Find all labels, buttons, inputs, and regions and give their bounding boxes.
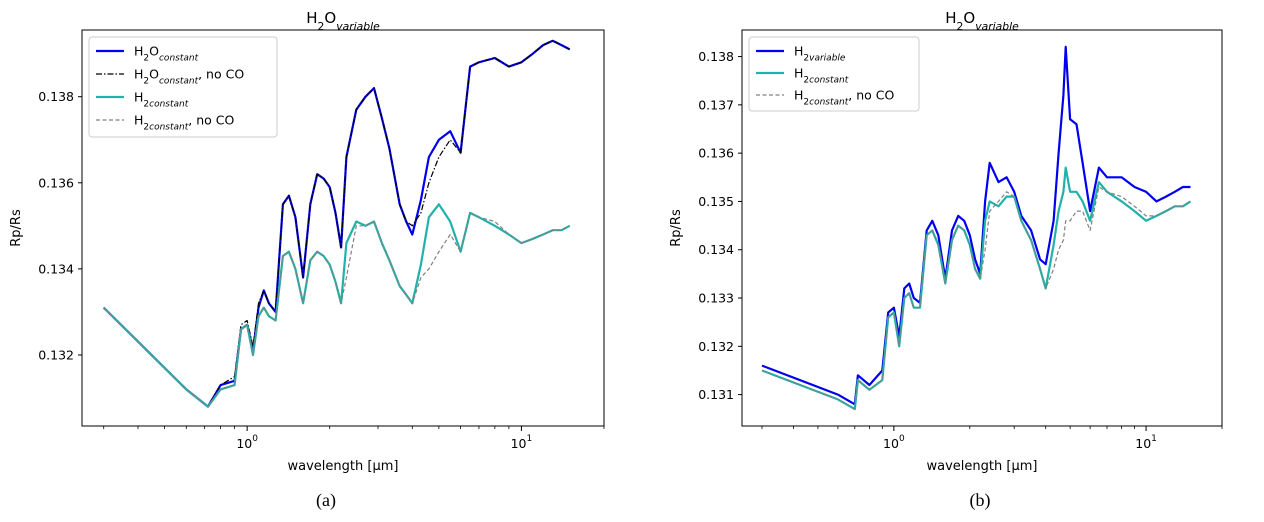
x-tick-label: 101 (1135, 434, 1157, 451)
y-tick-label: 0.132 (38, 347, 74, 362)
y-tick-label: 0.131 (698, 387, 734, 402)
legend-label: H2Oconstant (134, 44, 199, 64)
series-line (761, 186, 1191, 410)
y-axis-label: Rp/Rs (9, 209, 24, 247)
x-tick-label: 100 (883, 434, 905, 451)
y-tick-label: 0.134 (38, 261, 74, 276)
series-line (761, 166, 1192, 411)
x-tick-label: 101 (511, 434, 533, 451)
y-tick-label: 0.137 (698, 97, 734, 112)
chart-panel-b: H2Ovariable 0.131 0.132 0.133 0.134 0.135 0.13… (669, 9, 1223, 474)
y-tick-label: 0.133 (698, 291, 734, 306)
legend-box (88, 36, 278, 138)
x-tick-label: 100 (236, 434, 258, 451)
chart-title: H2Ovariable (306, 9, 380, 33)
figure: H2Ovariable 0.132 0.134 0.136 0.138 100 101 wav… (9, 9, 1223, 474)
chart-panel-a: H2Ovariable 0.132 0.134 0.136 0.138 100 101 wav… (9, 9, 605, 474)
y-tick-label: 0.132 (698, 339, 734, 354)
x-axis-label: wavelength [μm] (288, 459, 399, 474)
caption-b: (b) (969, 490, 991, 510)
legend-label: H2Oconstant, no CO (134, 67, 244, 87)
chart-title: H2Ovariable (945, 9, 1019, 33)
series-line (103, 212, 570, 408)
plot-frame (741, 29, 1223, 427)
legend: H2Oconstant H2Oconstant, no CO H2constant H… (88, 36, 278, 138)
x-axis-label: wavelength [μm] (927, 459, 1038, 474)
legend-label: H2constant, no CO (134, 113, 234, 133)
legend-label: H2constant (134, 90, 189, 110)
y-tick-label: 0.136 (698, 146, 734, 161)
legend-label: H2constant, no CO (794, 88, 894, 108)
y-tick-label: 0.138 (38, 89, 74, 104)
plot-frame (81, 29, 605, 427)
y-axis-label: Rp/Rs (669, 209, 684, 247)
legend-label: H2variable (794, 44, 846, 64)
y-tick-label: 0.138 (698, 49, 734, 64)
legend-label: H2constant (794, 66, 849, 86)
caption-a: (a) (316, 490, 336, 510)
legend-box (748, 36, 920, 112)
y-tick-label: 0.136 (38, 175, 74, 190)
series-line (103, 40, 570, 408)
y-tick-label: 0.134 (698, 242, 734, 257)
y-tick-label: 0.135 (698, 194, 734, 209)
